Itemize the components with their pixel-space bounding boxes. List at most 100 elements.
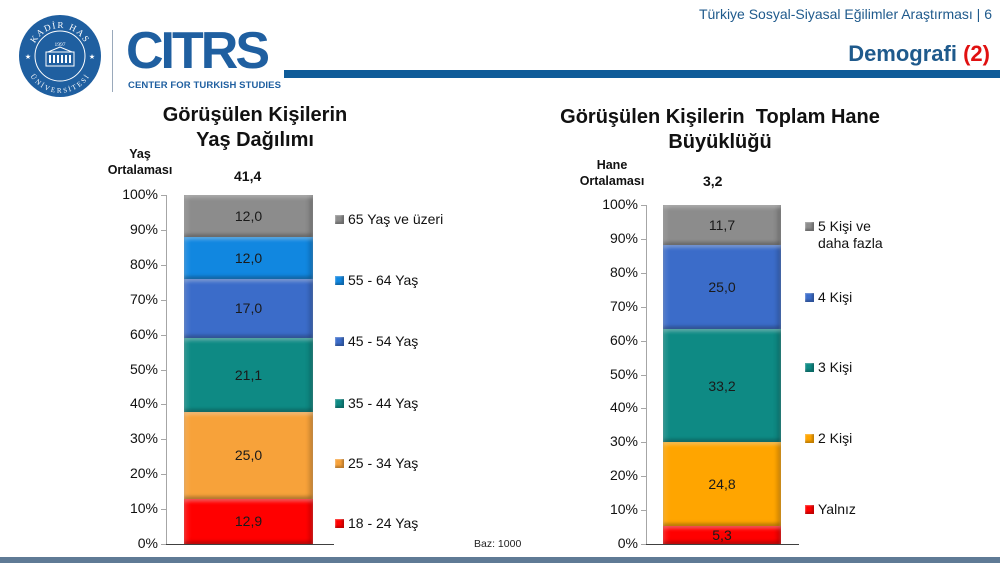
household-segment-value: 24,8 <box>708 475 736 492</box>
household-average-value: 3,2 <box>703 173 723 189</box>
household-legend-label: 2 Kişi <box>818 430 853 446</box>
household-y-tick-mark <box>641 408 646 410</box>
section-title-text: Demografi <box>848 41 957 66</box>
legend-swatch-icon <box>335 459 344 468</box>
age-legend-item: 45 - 54 Yaş <box>335 333 418 350</box>
age-chart-title: Görüşülen Kişilerin Yaş Dağılımı <box>110 103 400 153</box>
household-segment-value: 25,0 <box>708 279 736 296</box>
age-chart-title-line2: Yaş Dağılımı <box>196 129 314 151</box>
age-average-label-line1: Yaş <box>129 147 151 161</box>
household-bar-segment: 24,8 <box>663 441 781 527</box>
household-y-tick-label: 30% <box>609 433 638 450</box>
age-legend-label: 65 Yaş ve üzeri <box>348 211 444 227</box>
age-y-tick-mark <box>161 264 166 266</box>
age-y-tick-mark <box>161 334 166 336</box>
age-y-tick-mark <box>161 299 166 301</box>
household-chart-title: Görüşülen Kişilerin Toplam Hane Büyüklüğ… <box>520 105 920 155</box>
household-bar-segment: 5,3 <box>663 526 781 544</box>
age-y-tick-label: 0% <box>137 535 158 551</box>
age-y-tick-label: 100% <box>122 186 158 202</box>
age-y-tick-label: 10% <box>129 500 158 517</box>
household-legend-label: 5 Kişi ve daha fazla <box>818 218 883 252</box>
age-y-tick-mark <box>161 439 166 441</box>
household-legend-item: 4 Kişi <box>805 289 852 306</box>
legend-label-line2: daha fazla <box>818 235 883 251</box>
section-title: Demografi (2) <box>848 41 990 67</box>
age-legend-label: 55 - 64 Yaş <box>348 272 419 288</box>
age-y-tick-label: 60% <box>129 325 158 342</box>
household-y-tick-mark <box>641 205 646 206</box>
age-y-tick-mark <box>161 544 166 545</box>
legend-swatch-icon <box>335 399 344 408</box>
age-legend-label: 45 - 54 Yaş <box>348 333 419 349</box>
age-average-value: 41,4 <box>234 168 262 184</box>
legend-swatch-icon <box>805 222 814 231</box>
household-x-axis <box>646 544 799 545</box>
age-bar-segment: 12,0 <box>184 195 313 237</box>
legend-swatch-icon <box>335 519 344 528</box>
household-y-tick-label: 80% <box>609 263 638 280</box>
age-y-tick-label: 90% <box>129 220 158 237</box>
household-average-label: Hane Ortalaması <box>568 157 656 189</box>
age-y-tick-mark <box>161 474 166 476</box>
household-bar-segment: 33,2 <box>663 329 781 442</box>
age-average-label: Yaş Ortalaması <box>96 146 184 178</box>
legend-swatch-icon <box>335 215 344 224</box>
household-y-tick-label: 0% <box>617 535 638 551</box>
household-y-tick-label: 70% <box>609 297 638 314</box>
legend-label-line1: 5 Kişi ve <box>818 218 871 234</box>
age-y-tick-mark <box>161 404 166 406</box>
household-legend-item: 3 Kişi <box>805 359 852 376</box>
household-average-label-line1: Hane <box>596 158 628 172</box>
age-legend-item: 55 - 64 Yaş <box>335 272 418 289</box>
household-y-tick-mark <box>641 238 646 240</box>
age-segment-value: 12,0 <box>234 249 263 266</box>
age-x-axis <box>166 544 334 545</box>
household-y-tick-mark <box>641 340 646 342</box>
household-legend-item: Yalnız <box>805 501 856 518</box>
age-legend-item: 65 Yaş ve üzeri <box>335 211 443 228</box>
age-segment-value: 21,1 <box>234 366 263 383</box>
household-segment-value: 33,2 <box>708 377 736 394</box>
household-y-tick-label: 50% <box>609 365 638 382</box>
household-segment-value: 5,3 <box>712 527 732 543</box>
household-segment-value: 11,7 <box>708 216 736 233</box>
household-y-tick-mark <box>641 476 646 478</box>
university-seal-logo: KADİR HAS ÜNİVERSİTESİ 1997 ★ ★ <box>19 15 101 97</box>
age-legend-item: 25 - 34 Yaş <box>335 455 418 472</box>
household-y-tick-label: 60% <box>609 331 638 348</box>
age-y-axis <box>166 195 167 544</box>
household-legend-item: 2 Kişi <box>805 430 852 447</box>
age-segment-value: 12,9 <box>234 513 263 530</box>
svg-text:★: ★ <box>25 53 31 61</box>
age-bar-segment: 17,0 <box>184 278 313 339</box>
section-number: (2) <box>963 41 990 66</box>
household-legend-label: Yalnız <box>818 501 856 517</box>
legend-swatch-icon <box>805 293 814 302</box>
svg-text:★: ★ <box>89 53 95 61</box>
center-logo: CITRS CENTER FOR TURKISH STUDIES <box>126 22 281 94</box>
age-y-tick-label: 30% <box>129 430 158 447</box>
household-average-label-line2: Ortalaması <box>579 174 645 188</box>
household-legend-label: 3 Kişi <box>818 359 853 375</box>
legend-swatch-icon <box>805 505 814 514</box>
age-legend-label: 25 - 34 Yaş <box>348 455 419 471</box>
household-y-tick-mark <box>641 306 646 308</box>
age-y-tick-mark <box>161 369 166 371</box>
seal-year: 1997 <box>55 42 66 48</box>
household-y-tick-mark <box>641 272 646 274</box>
age-y-tick-label: 70% <box>129 290 158 307</box>
legend-swatch-icon <box>335 337 344 346</box>
household-y-tick-mark <box>641 442 646 444</box>
age-segment-value: 25,0 <box>234 447 263 464</box>
legend-swatch-icon <box>335 276 344 285</box>
logo-divider <box>112 30 113 92</box>
center-wordmark: CITRS <box>126 22 270 80</box>
household-y-tick-mark <box>641 510 646 512</box>
header-divider <box>284 70 1000 78</box>
age-y-tick-label: 80% <box>129 255 158 272</box>
household-y-axis <box>646 205 647 544</box>
household-y-tick-label: 90% <box>609 229 638 246</box>
age-segment-value: 12,0 <box>234 207 263 224</box>
age-legend-label: 18 - 24 Yaş <box>348 515 419 531</box>
